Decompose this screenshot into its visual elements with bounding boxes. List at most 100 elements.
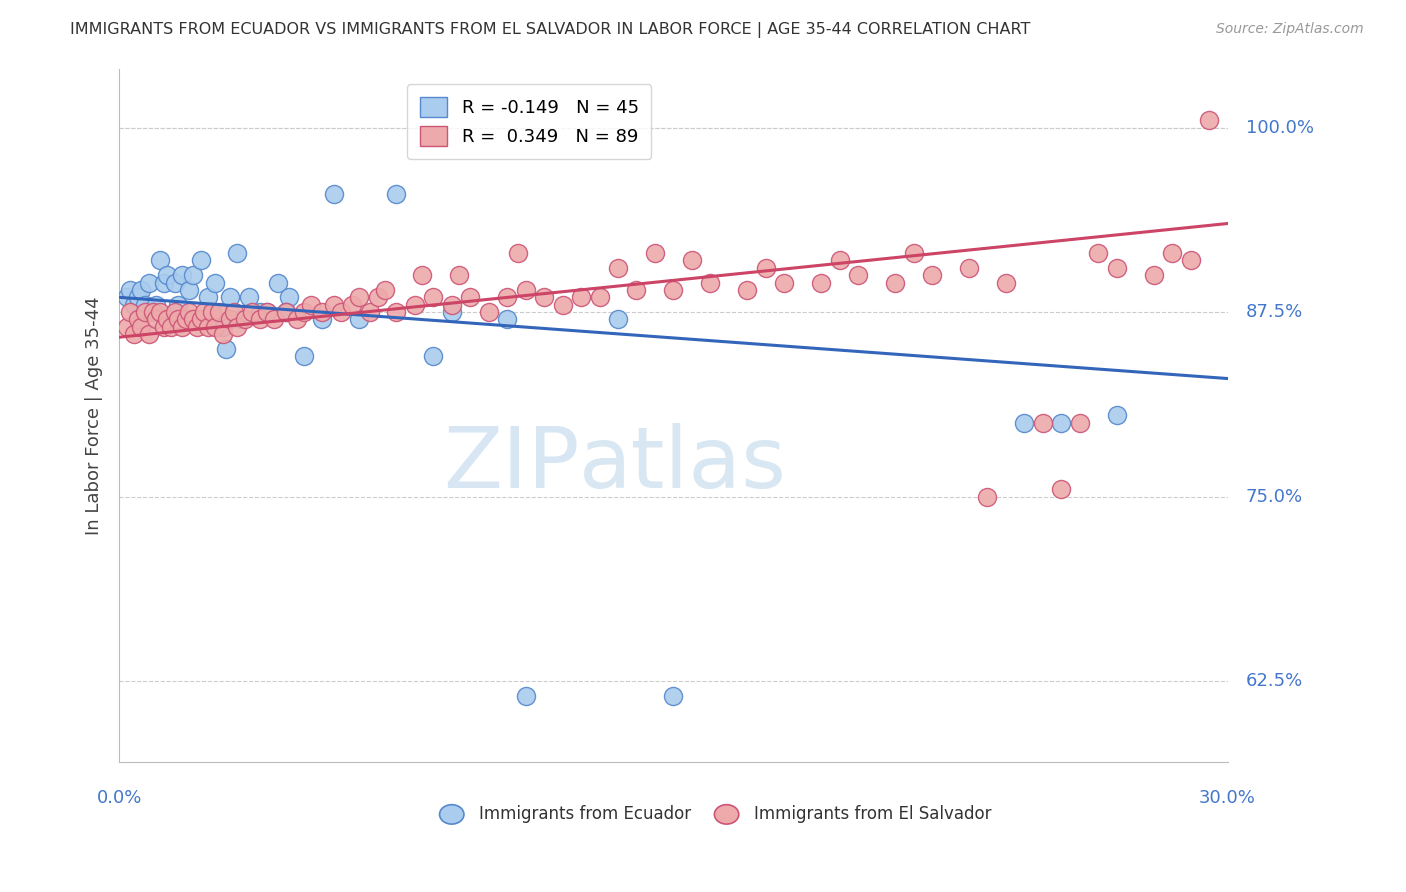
Point (231, 312, 253, 326)
Point (211, 319, 233, 334)
Point (607, 260, 630, 275)
Point (222, 305, 245, 319)
Point (773, 276, 796, 290)
Point (810, 276, 832, 290)
Point (204, 276, 226, 290)
Point (249, 305, 271, 319)
Point (440, 298, 463, 312)
Text: ZIP: ZIP (443, 423, 579, 506)
Point (134, 298, 156, 312)
Point (607, 312, 630, 326)
Point (201, 305, 224, 319)
Point (249, 312, 271, 326)
Point (569, 290, 592, 304)
Point (145, 312, 167, 326)
Point (219, 312, 242, 326)
Point (285, 312, 308, 326)
Point (846, 268, 869, 283)
Point (551, 298, 574, 312)
Point (134, 305, 156, 319)
Point (170, 268, 193, 283)
Point (515, 283, 537, 297)
Point (385, 186, 408, 201)
Point (292, 305, 315, 319)
Point (145, 298, 167, 312)
Point (122, 327, 145, 342)
Point (626, 283, 648, 297)
Point (152, 319, 174, 334)
Point (190, 253, 212, 268)
Point (735, 283, 758, 297)
Point (274, 305, 297, 319)
Point (1069, 416, 1091, 430)
Point (238, 290, 260, 304)
Point (1161, 246, 1184, 260)
Point (1050, 482, 1073, 496)
Point (385, 305, 408, 319)
Point (644, 246, 666, 260)
Text: Source: ZipAtlas.com: Source: ZipAtlas.com (1216, 22, 1364, 37)
Point (449, 268, 471, 283)
Point (156, 268, 179, 283)
Point (755, 260, 778, 275)
Point (422, 350, 444, 364)
Point (533, 290, 555, 304)
Text: Immigrants from El Salvador: Immigrants from El Salvador (754, 805, 991, 823)
Point (141, 305, 163, 319)
Point (884, 276, 907, 290)
Point (1087, 246, 1109, 260)
Point (278, 290, 301, 304)
Point (662, 283, 685, 297)
Point (211, 327, 233, 342)
Point (170, 319, 193, 334)
Point (240, 305, 263, 319)
Point (588, 290, 610, 304)
Point (120, 305, 142, 319)
Point (957, 260, 980, 275)
Point (226, 246, 249, 260)
Point (1198, 113, 1220, 128)
Point (1014, 416, 1036, 430)
Point (349, 290, 371, 304)
Point (699, 276, 721, 290)
Point (1050, 416, 1073, 430)
Point (193, 305, 215, 319)
Point (458, 290, 481, 304)
Point (299, 298, 322, 312)
Point (226, 319, 249, 334)
Point (263, 312, 285, 326)
Point (349, 312, 371, 326)
Point (374, 283, 396, 297)
Point (1105, 409, 1128, 423)
Y-axis label: In Labor Force | Age 35-44: In Labor Force | Age 35-44 (86, 296, 103, 534)
Point (197, 290, 219, 304)
Text: atlas: atlas (579, 423, 787, 506)
Point (179, 283, 201, 297)
Point (215, 342, 238, 356)
Point (340, 298, 363, 312)
Point (921, 268, 943, 283)
Point (197, 319, 219, 334)
Point (274, 305, 297, 319)
Point (329, 305, 352, 319)
Point (163, 305, 186, 319)
Point (1143, 268, 1166, 283)
Point (422, 290, 444, 304)
Point (404, 298, 426, 312)
Point (149, 253, 172, 268)
Text: 75.0%: 75.0% (1246, 488, 1303, 506)
Text: 30.0%: 30.0% (1199, 789, 1256, 807)
Point (478, 305, 501, 319)
Point (1105, 260, 1128, 275)
Point (515, 689, 537, 703)
Point (163, 276, 186, 290)
Point (233, 312, 256, 326)
Point (120, 283, 142, 297)
Point (131, 319, 153, 334)
Point (256, 305, 278, 319)
Text: 62.5%: 62.5% (1246, 673, 1303, 690)
Point (367, 290, 389, 304)
Point (1032, 416, 1054, 430)
Point (662, 689, 685, 703)
Text: Immigrants from Ecuador: Immigrants from Ecuador (479, 805, 692, 823)
